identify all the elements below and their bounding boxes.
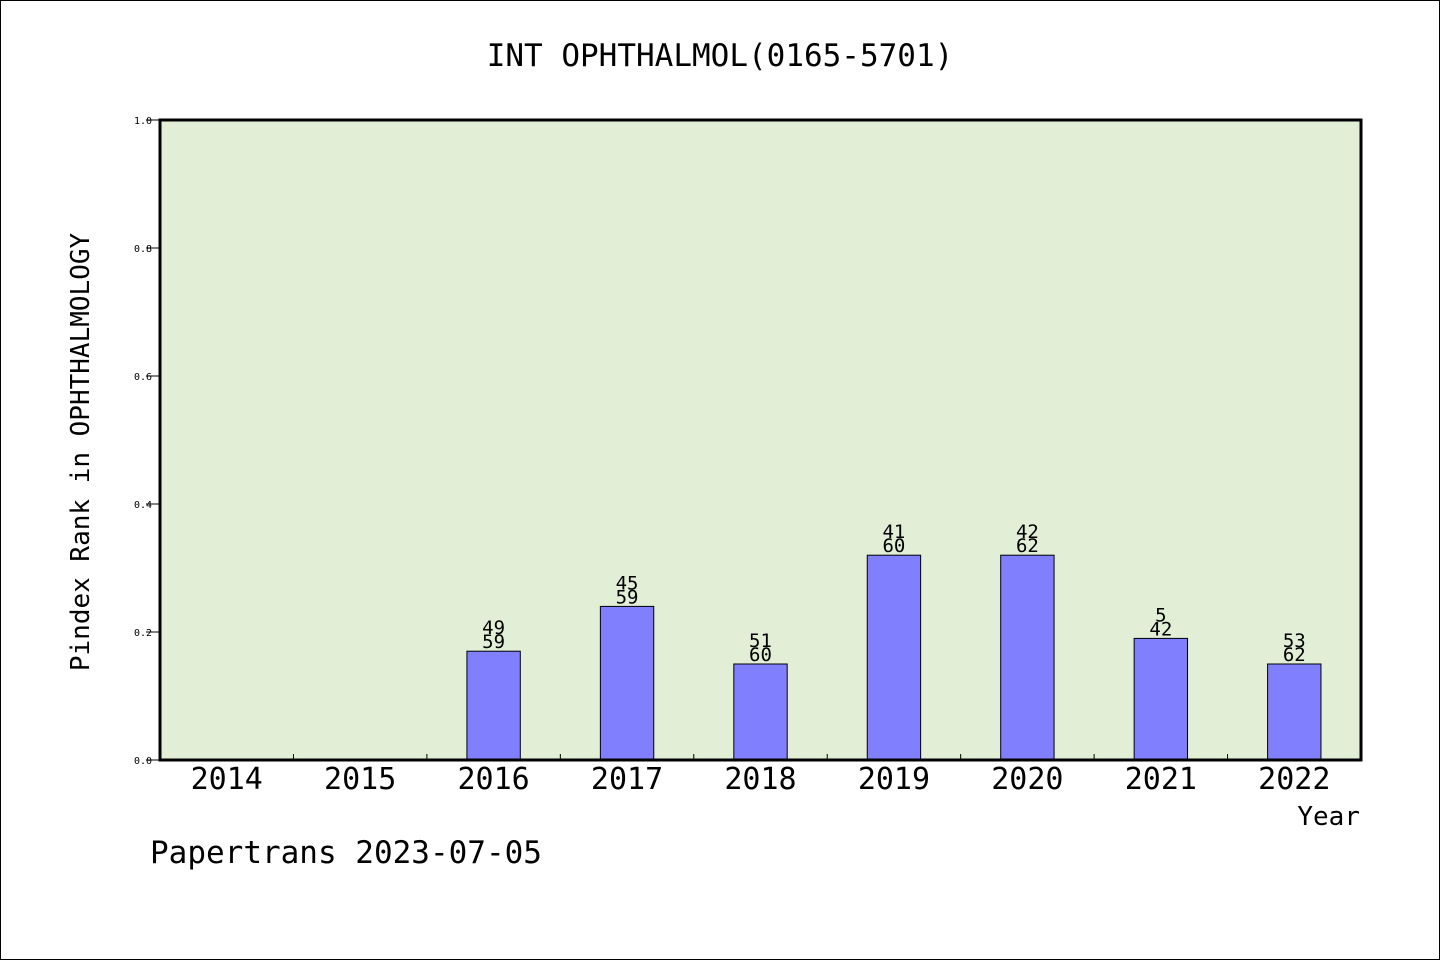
bar-total-label: 60 xyxy=(882,535,905,557)
y-tick-label: 0.6 xyxy=(134,372,152,383)
bar-total-label: 59 xyxy=(482,631,505,653)
x-tick-label: 2020 xyxy=(991,762,1063,797)
bar-rank-label: 51 xyxy=(749,630,772,652)
chart-title: INT OPHTHALMOL(0165-5701) xyxy=(487,38,954,74)
bar-total-label: 62 xyxy=(1016,535,1039,557)
bar-2019 xyxy=(866,554,922,761)
x-tick-label: 2018 xyxy=(724,762,796,797)
bar-rank-label: 5 xyxy=(1155,604,1166,626)
y-tick-label: 0.0 xyxy=(134,756,152,767)
bar-2016 xyxy=(466,650,521,761)
bar-rank-label: 45 xyxy=(616,572,639,594)
x-tick-label: 2015 xyxy=(324,762,396,797)
plot-border xyxy=(158,118,1363,762)
x-axis-label: Year xyxy=(1297,802,1360,832)
bar-2021 xyxy=(1133,637,1189,761)
footer-credit: Papertrans 2023-07-05 xyxy=(150,835,542,871)
bar-2018 xyxy=(733,663,788,761)
y-axis-ticks: 0.0 0.2 0.4 0.6 0.8 1.0 xyxy=(134,116,160,767)
bars-group xyxy=(466,554,1322,761)
y-tick-label: 1.0 xyxy=(134,116,152,127)
bar-2017 xyxy=(599,605,655,761)
x-axis-ticks: 2014 2015 2016 2017 2018 2019 2020 2021 2022 xyxy=(191,754,1330,797)
x-tick-label: 2022 xyxy=(1258,762,1330,797)
x-tick-label: 2016 xyxy=(457,762,529,797)
bar-rank-label: 53 xyxy=(1283,630,1306,652)
x-tick-label: 2021 xyxy=(1125,762,1197,797)
y-axis-label: Pindex Rank in OPHTHALMOLOGY xyxy=(66,233,96,672)
bar-total-label: 42 xyxy=(1149,618,1172,640)
bar-total-label: 59 xyxy=(616,586,639,608)
y-tick-label: 0.2 xyxy=(134,628,152,639)
y-tick-label: 0.4 xyxy=(134,500,152,511)
bar-2022 xyxy=(1267,663,1322,761)
x-tick-label: 2017 xyxy=(591,762,663,797)
x-tick-label: 2014 xyxy=(191,762,263,797)
bar-rank-label: 42 xyxy=(1016,521,1039,543)
bar-2020 xyxy=(1000,554,1055,761)
bar-rank-label: 49 xyxy=(482,617,505,639)
bar-total-label: 62 xyxy=(1283,644,1306,666)
x-tick-label: 2019 xyxy=(858,762,930,797)
bar-total-label: 60 xyxy=(749,644,772,666)
bar-rank-label: 41 xyxy=(882,521,905,543)
y-tick-label: 0.8 xyxy=(134,244,152,255)
